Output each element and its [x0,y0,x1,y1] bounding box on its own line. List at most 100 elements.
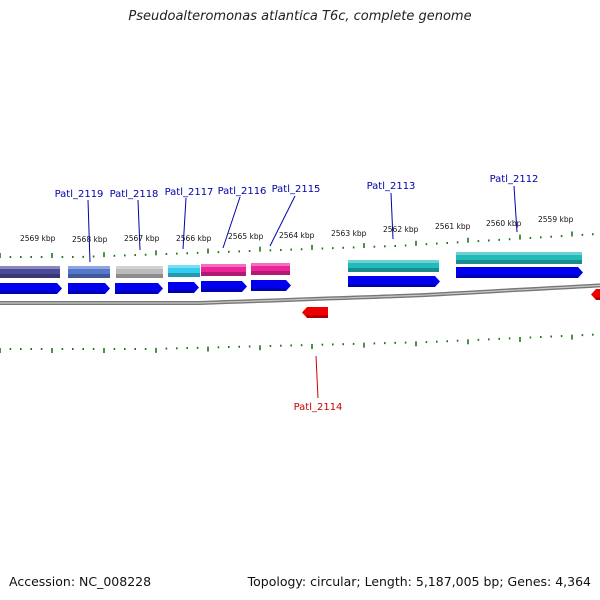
feature-bar [0,266,60,278]
cds-arrow-shadow [0,291,57,294]
feature-bar-body [348,260,439,272]
feature-bars [0,252,582,278]
cds-arrows [0,267,600,318]
gene-leader-line [315,355,319,399]
gene-leader-line [222,196,241,249]
cds-arrow-shadow [456,275,578,278]
feature-bar-shadow [456,260,582,264]
feature-bar-body [201,264,246,276]
gene-leader-line [390,192,394,240]
feature-bar-shine [168,265,200,268]
feature-bar [456,252,582,264]
gene-label: Patl_2117 [165,187,214,198]
scale-label: 2565 kbp [228,232,264,241]
feature-bar-body [456,252,582,264]
cds-reverse [302,307,328,318]
feature-bar [251,263,290,275]
cds-arrow-body [168,282,199,293]
scale-label: 2567 kbp [124,234,160,243]
scale-label: 2568 kbp [72,235,108,244]
cds-arrow-shadow [201,289,242,292]
feature-bar [201,264,246,276]
cds-arrow-body [201,281,247,292]
cds-arrow-body [348,276,440,287]
scale-label: 2563 kbp [331,229,367,238]
gene-leader-line [513,185,518,233]
accession-text: Accession: NC_008228 [9,574,152,589]
feature-bar-body [251,263,290,275]
feature-bar-shine [456,252,582,255]
genome-title: Pseudoalteromonas atlantica T6c, complet… [128,9,472,24]
cds-forward [456,267,583,278]
feature-bar-body [68,266,110,278]
gene-label: Patl_2115 [272,184,321,195]
gene-leader-line [87,199,91,263]
feature-bar-body [168,265,200,277]
gene-label: Patl_2119 [55,189,104,200]
cds-arrow-body [456,267,583,278]
feature-bar-shine [0,266,60,269]
feature-bar-shadow [168,273,200,277]
cds-forward [201,281,247,292]
feature-bar-shadow [348,268,439,272]
gene-label: Patl_2112 [490,174,539,185]
cds-forward [0,283,62,294]
cds-arrow-body [68,283,110,294]
cds-arrow-shadow [251,288,286,291]
feature-bar [348,260,439,272]
feature-bar-shadow [201,272,246,276]
gene-label: Patl_2116 [218,186,267,197]
cds-arrow-shadow [68,291,105,294]
scale-label: 2559 kbp [538,215,574,224]
scale-label: 2569 kbp [20,234,56,243]
feature-bar [168,265,200,277]
cds-arrow-shadow [348,284,435,287]
scale-label: 2562 kbp [383,225,419,234]
gene-leader-line [269,195,296,247]
gene-label: Patl_2118 [110,189,159,200]
feature-bar-shadow [251,271,290,275]
feature-bar [116,266,163,278]
feature-bar-shine [348,260,439,263]
scale-ticks-outer [0,231,594,258]
gene-leader-line [182,197,187,250]
cds-arrow-body [0,283,62,294]
gene-label: Patl_2113 [367,181,416,192]
cds-forward [115,283,163,294]
scale-ticks-inner [0,333,594,353]
cds-forward [68,283,110,294]
feature-bar-shine [251,263,290,266]
feature-bar-shine [201,264,246,267]
cds-arrow-shadow [168,290,194,293]
cds-arrow-shadow [596,297,600,300]
feature-bar-shine [116,266,163,269]
scale-label: 2560 kbp [486,219,522,228]
feature-bar [68,266,110,278]
cds-arrow-shadow [307,315,328,318]
gene-label: Patl_2114 [294,402,343,413]
genome-summary-text: Topology: circular; Length: 5,187,005 bp… [247,574,591,589]
gene-labels: Patl_2119 Patl_2118 Patl_2117 Patl_2116 Patl… [55,174,539,413]
feature-bar-shadow [0,274,60,278]
gene-leader-line [137,199,141,251]
cds-arrow-body [115,283,163,294]
feature-bar-shadow [68,274,110,278]
scale-label: 2564 kbp [279,231,315,240]
cds-arrow-body [251,280,291,291]
cds-arrow-body [591,289,600,300]
feature-bar-body [0,266,60,278]
feature-bar-shadow [116,274,163,278]
cds-forward [251,280,291,291]
cds-arrow-shadow [115,291,158,294]
cds-reverse [591,289,600,300]
scale-labels: 2569 kbp 2568 kbp 2567 kbp 2566 kbp 2565 kbp… [20,215,574,244]
cds-forward [348,276,440,287]
feature-bar-shine [68,266,110,269]
cds-forward [168,282,199,293]
cds-arrow-body [302,307,328,318]
scale-label: 2561 kbp [435,222,471,231]
genome-backbone [0,283,600,305]
scale-label: 2566 kbp [176,234,212,243]
feature-bar-body [116,266,163,278]
